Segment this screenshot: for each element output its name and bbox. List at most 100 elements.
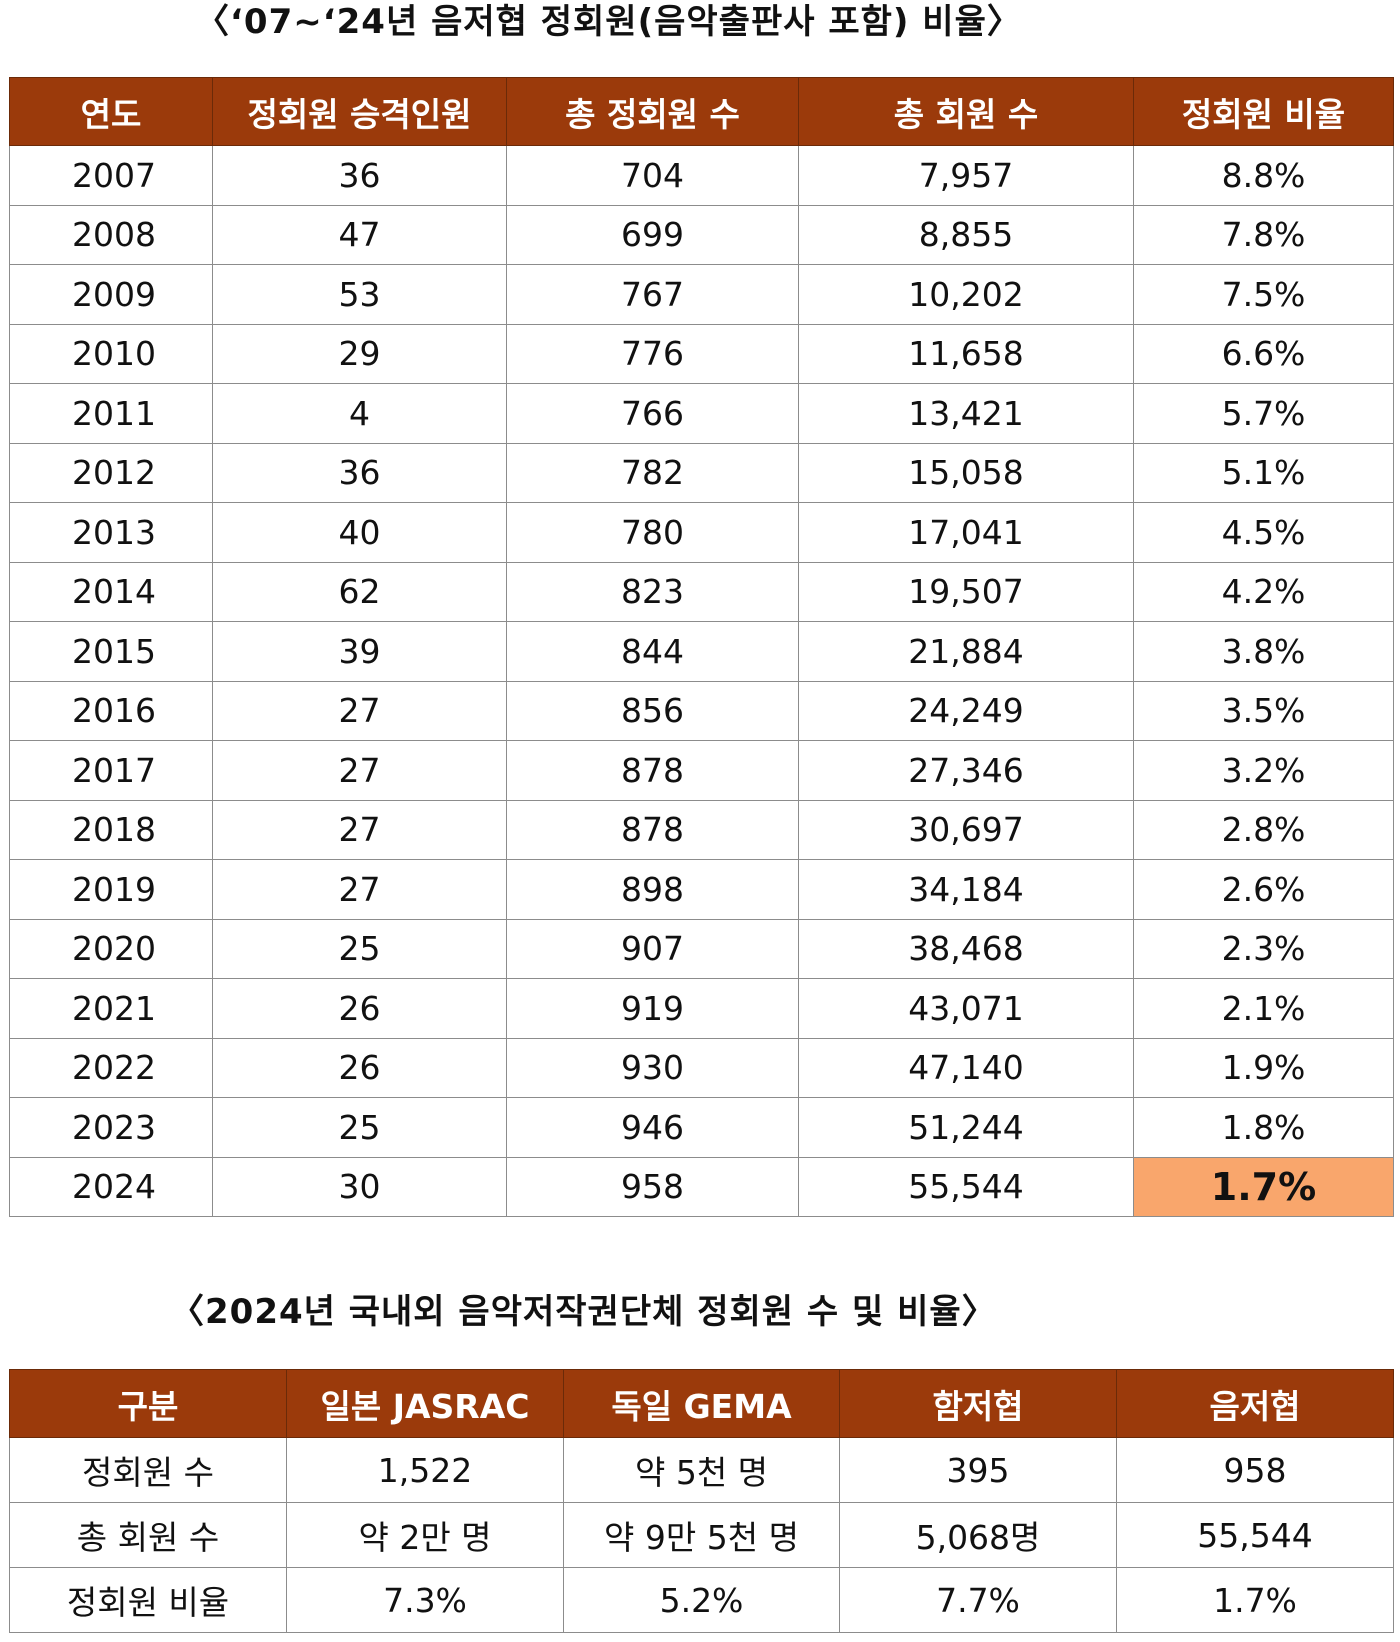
table-cell: 946 [506, 1097, 799, 1158]
column-header: 총 정회원 수 [506, 77, 799, 146]
table-cell: 699 [506, 204, 799, 265]
table-cell: 51,244 [798, 1097, 1134, 1158]
table-cell: 2018 [9, 799, 213, 860]
table-cell: 36 [212, 145, 507, 206]
column-header: 구분 [9, 1369, 287, 1438]
table-cell: 24,249 [798, 680, 1134, 741]
column-header: 연도 [9, 77, 213, 146]
column-header: 정회원 비율 [1133, 77, 1394, 146]
table-cell: 2010 [9, 323, 213, 384]
table-row: 2016 27 856 24,249 3.5% [9, 680, 1394, 741]
table-cell: 8,855 [798, 204, 1134, 265]
table-cell: 958 [506, 1156, 799, 1217]
table-cell: 7.8% [1133, 204, 1394, 265]
table-cell: 2.3% [1133, 918, 1394, 979]
table-cell: 2.1% [1133, 978, 1394, 1039]
table-cell: 27 [212, 799, 507, 860]
table-cell: 767 [506, 264, 799, 325]
table-cell: 1.9% [1133, 1037, 1394, 1098]
table-row: 2024 30 958 55,544 1.7% [9, 1156, 1394, 1217]
table-cell: 3.2% [1133, 740, 1394, 801]
table-cell: 7,957 [798, 145, 1134, 206]
table-cell: 2023 [9, 1097, 213, 1158]
table-cell: 7.3% [286, 1567, 564, 1633]
table-row: 2020 25 907 38,468 2.3% [9, 918, 1394, 979]
table-cell: 10,202 [798, 264, 1134, 325]
table-cell: 2012 [9, 442, 213, 503]
table-cell: 766 [506, 383, 799, 444]
table-cell: 856 [506, 680, 799, 741]
table-cell: 53 [212, 264, 507, 325]
table-cell: 30,697 [798, 799, 1134, 860]
column-header: 정회원 승격인원 [212, 77, 507, 146]
table-cell: 2020 [9, 918, 213, 979]
table-cell: 7.5% [1133, 264, 1394, 325]
table-title: 〈2024년 국내외 음악저작권단체 정회원 수 및 비율〉 [170, 1292, 997, 1332]
table-cell: 13,421 [798, 383, 1134, 444]
table-cell: 39 [212, 621, 507, 682]
table-row: 2010 29 776 11,658 6.6% [9, 323, 1394, 384]
table-cell: 25 [212, 1097, 507, 1158]
table-cell: 40 [212, 502, 507, 563]
table-cell: 7.7% [839, 1567, 1117, 1633]
table-cell: 2014 [9, 561, 213, 622]
table-cell: 2019 [9, 859, 213, 920]
header-row: 구분 일본 JASRAC 독일 GEMA 함저협 음저협 [9, 1369, 1394, 1438]
table-cell: 1.7% [1116, 1567, 1394, 1633]
table-cell: 2021 [9, 978, 213, 1039]
table-row: 2022 26 930 47,140 1.9% [9, 1037, 1394, 1098]
table-cell: 27 [212, 859, 507, 920]
comparison-table: 구분 일본 JASRAC 독일 GEMA 함저협 음저협 정회원 수 1,522 약 5천 명… [9, 1369, 1394, 1633]
table-cell: 4 [212, 383, 507, 444]
table-cell: 5.7% [1133, 383, 1394, 444]
table-cell: 704 [506, 145, 799, 206]
column-header: 일본 JASRAC [286, 1369, 564, 1438]
table-cell: 2017 [9, 740, 213, 801]
table-cell: 4.5% [1133, 502, 1394, 563]
table-cell: 정회원 수 [9, 1437, 287, 1503]
table-cell: 930 [506, 1037, 799, 1098]
table-cell: 776 [506, 323, 799, 384]
table-cell: 5,068명 [839, 1502, 1117, 1568]
table-cell: 27 [212, 680, 507, 741]
table-cell: 898 [506, 859, 799, 920]
table-cell: 2011 [9, 383, 213, 444]
table-cell: 21,884 [798, 621, 1134, 682]
table-cell: 782 [506, 442, 799, 503]
table-row: 2008 47 699 8,855 7.8% [9, 204, 1394, 265]
table-cell: 29 [212, 323, 507, 384]
table-cell: 5.1% [1133, 442, 1394, 503]
table-cell: 2024 [9, 1156, 213, 1217]
table-cell: 43,071 [798, 978, 1134, 1039]
table-row: 정회원 수 1,522 약 5천 명 395 958 [9, 1437, 1394, 1503]
table-row: 2019 27 898 34,184 2.6% [9, 859, 1394, 920]
table-cell: 정회원 비율 [9, 1567, 287, 1633]
table-row: 2012 36 782 15,058 5.1% [9, 442, 1394, 503]
table-row: 2011 4 766 13,421 5.7% [9, 383, 1394, 444]
table-row: 2023 25 946 51,244 1.8% [9, 1097, 1394, 1158]
table-cell: 6.6% [1133, 323, 1394, 384]
table-cell: 395 [839, 1437, 1117, 1503]
table-row: 2013 40 780 17,041 4.5% [9, 502, 1394, 563]
column-header: 독일 GEMA [563, 1369, 840, 1438]
table-cell: 17,041 [798, 502, 1134, 563]
table-cell: 2009 [9, 264, 213, 325]
table-cell: 2008 [9, 204, 213, 265]
table-row: 2015 39 844 21,884 3.8% [9, 621, 1394, 682]
table-row: 2017 27 878 27,346 3.2% [9, 740, 1394, 801]
table-cell: 878 [506, 799, 799, 860]
column-header: 함저협 [839, 1369, 1117, 1438]
table-cell: 55,544 [1116, 1502, 1394, 1568]
table-cell: 62 [212, 561, 507, 622]
table-cell: 27 [212, 740, 507, 801]
table-cell: 2015 [9, 621, 213, 682]
table-cell: 47,140 [798, 1037, 1134, 1098]
table-row: 2007 36 704 7,957 8.8% [9, 145, 1394, 206]
table-cell: 총 회원 수 [9, 1502, 287, 1568]
table-cell: 약 2만 명 [286, 1502, 564, 1568]
table-cell: 1.8% [1133, 1097, 1394, 1158]
